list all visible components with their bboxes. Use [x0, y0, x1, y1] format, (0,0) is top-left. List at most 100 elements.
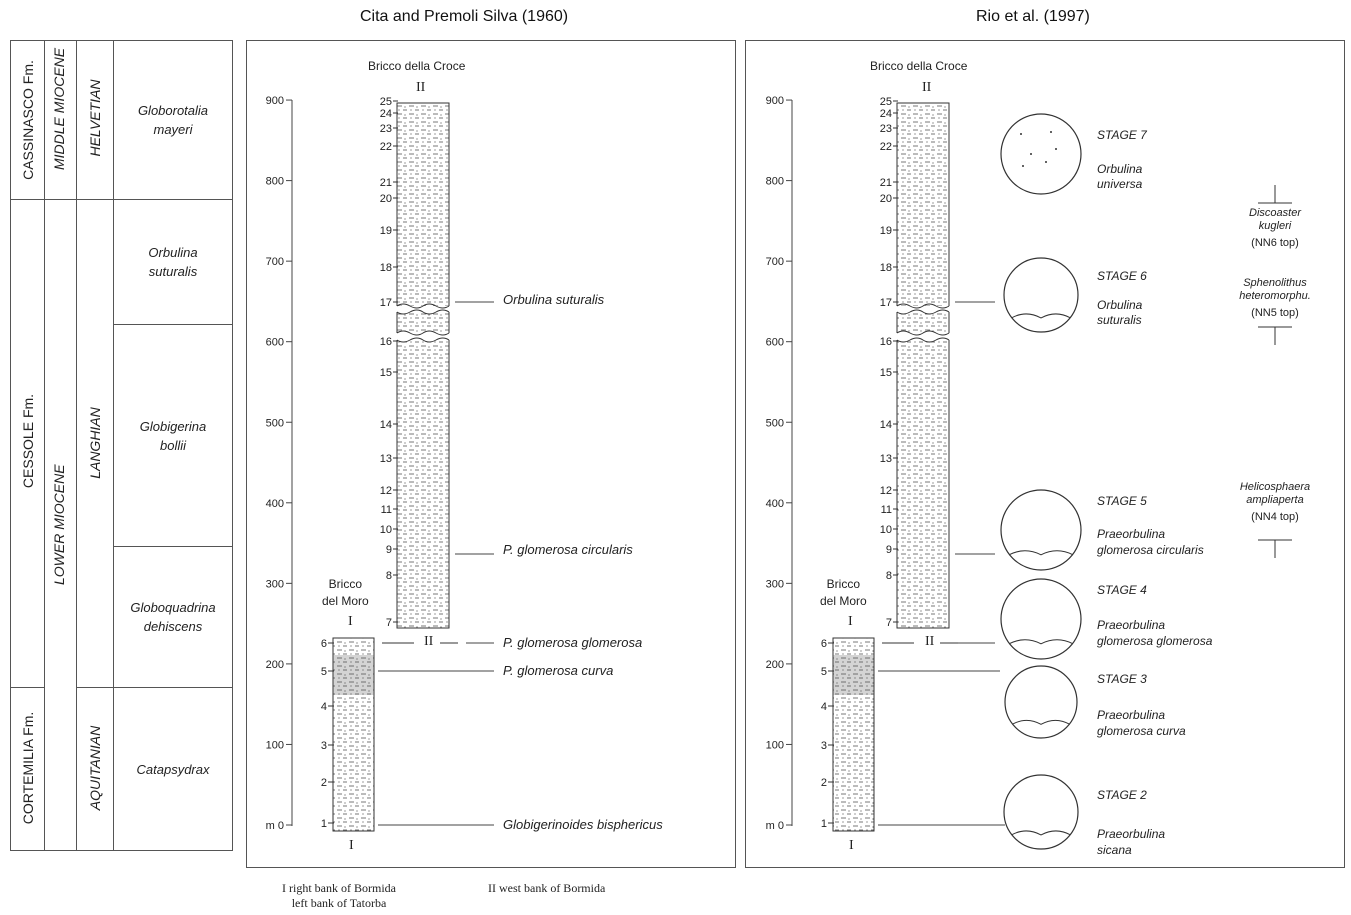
upper-column-right: [896, 102, 950, 629]
sample-label-upper-right: 17: [880, 297, 892, 309]
sample-label-lower-left: 5: [321, 666, 327, 678]
sample-label-upper-left: 9: [386, 544, 392, 556]
sample-label-upper-right: 9: [886, 544, 892, 556]
scale-tick-label-right: 700: [766, 256, 784, 268]
sample-label-upper-right: 21: [880, 177, 892, 189]
sample-label-upper-right: 25: [880, 96, 892, 108]
scale-tick-label-left: 800: [266, 176, 284, 188]
scale-tick-label-right: 400: [766, 498, 784, 510]
column-gap-right: [896, 333, 950, 340]
foram-stage-3-apertures: [1011, 719, 1071, 725]
foram-stage-7-pore: [1050, 131, 1052, 133]
stage-4-taxon: Praeorbulina glomerosa glomerosa: [1097, 618, 1213, 648]
sample-label-upper-left: 24: [380, 108, 392, 120]
scale-tick-label-right: 600: [766, 337, 784, 349]
sample-label-upper-right: 12: [880, 485, 892, 497]
sample-label-lower-right: 4: [821, 701, 827, 713]
break-line-left: [396, 303, 450, 309]
sample-label-upper-right: 19: [880, 225, 892, 237]
sample-label-lower-left: 6: [321, 638, 327, 650]
foram-stage-6-apertures: [1011, 313, 1071, 319]
sample-label-upper-right: 13: [880, 453, 892, 465]
sample-label-upper-right: 23: [880, 123, 892, 135]
foram-stage-4-apertures: [1008, 639, 1074, 645]
upper-mark-left: II: [416, 80, 426, 95]
column-gap-left: [396, 333, 450, 340]
lower-column-dark-band-right: [833, 655, 874, 695]
sample-label-lower-right: 3: [821, 740, 827, 752]
contact-mark-right: II: [925, 634, 935, 649]
break-line-left: [396, 309, 450, 315]
strat-table-frame: [10, 40, 233, 851]
foram-stage-7-pore: [1022, 165, 1024, 167]
scale-tick-label-right: 800: [766, 176, 784, 188]
sample-label-lower-left: 1: [321, 818, 327, 830]
sample-label-upper-left: 13: [380, 453, 392, 465]
event-globigerinoides-bisphericus: Globigerinoides bisphericus: [503, 817, 663, 832]
sample-label-lower-left: 4: [321, 701, 327, 713]
sample-label-lower-right: 6: [821, 638, 827, 650]
sample-label-upper-left: 18: [380, 262, 392, 274]
foram-stage-6: [1003, 257, 1079, 333]
stage-6-taxon: Orbulina suturalis: [1097, 298, 1143, 327]
lower-column-right: [832, 637, 875, 832]
foram-stage-7-pore: [1030, 153, 1032, 155]
sample-label-upper-right: 18: [880, 262, 892, 274]
foram-stage-2-apertures: [1011, 830, 1071, 836]
foram-stage-5: [1000, 489, 1082, 571]
sample-label-upper-right: 20: [880, 193, 892, 205]
lower-mark-bottom-left: I: [349, 838, 354, 853]
stage-7-taxon: Orbulina universa: [1097, 162, 1143, 191]
lower-column-left: [332, 637, 375, 832]
sample-label-upper-left: 20: [380, 193, 392, 205]
scale-tick-label-left: 500: [266, 417, 284, 429]
sample-label-upper-left: 23: [380, 123, 392, 135]
section-upper-title-left: Bricco della Croce: [368, 59, 466, 73]
sample-label-upper-left: 14: [380, 419, 392, 431]
sample-label-lower-right: 2: [821, 777, 827, 789]
scale-tick-label-left: 300: [266, 578, 284, 590]
lower-mark-bottom-right: I: [849, 838, 854, 853]
scale-tick-label-right: 200: [766, 659, 784, 671]
foram-stage-4: [1000, 578, 1082, 660]
stage-5-taxon: Praeorbulina glomerosa circularis: [1097, 527, 1204, 557]
sample-label-upper-left: 11: [381, 504, 392, 516]
column-gap-left: [396, 306, 450, 312]
scale-tick-label-left: m 0: [266, 820, 284, 832]
sample-label-lower-right: 5: [821, 666, 827, 678]
column-gap-right: [896, 306, 950, 312]
foram-stage-5-apertures: [1008, 550, 1074, 556]
sample-label-upper-left: 8: [386, 570, 392, 582]
footnote-one: I right bank of Bormida left bank of Tat…: [282, 881, 396, 910]
sample-label-upper-right: 10: [880, 524, 892, 536]
break-line-left: [396, 337, 450, 343]
foram-stage-2: [1003, 774, 1079, 850]
sample-label-lower-right: 1: [821, 818, 827, 830]
foram-stage-3: [1004, 665, 1078, 739]
sample-label-lower-left: 2: [321, 777, 327, 789]
right-panel-title: Rio et al. (1997): [976, 8, 1090, 25]
nanno-discoaster-note: (NN6 top): [1251, 237, 1299, 249]
sample-label-upper-right: 24: [880, 108, 892, 120]
sample-label-upper-right: 22: [880, 141, 892, 153]
event-p-glomerosa-curva: P. glomerosa curva: [503, 663, 614, 678]
break-line-right: [896, 330, 950, 336]
stage-3-label: STAGE 3: [1097, 672, 1147, 686]
stage-4-label: STAGE 4: [1097, 583, 1147, 597]
scale-tick-label-left: 600: [266, 337, 284, 349]
nanno-helicosphaera-note: (NN4 top): [1251, 511, 1299, 523]
scale-tick-label-right: 900: [766, 95, 784, 107]
sample-label-upper-left: 12: [380, 485, 392, 497]
sample-label-upper-left: 25: [380, 96, 392, 108]
nanno-sphenolithus-note: (NN5 top): [1251, 307, 1299, 319]
lower-mark-top-right: I: [848, 614, 853, 629]
stage-3-taxon: Praeorbulina glomerosa curva: [1097, 708, 1186, 738]
sample-label-upper-left: 19: [380, 225, 392, 237]
stage-5-label: STAGE 5: [1097, 494, 1147, 508]
sample-label-upper-right: 11: [881, 504, 892, 516]
sample-label-upper-left: 22: [380, 141, 392, 153]
stage-2-label: STAGE 2: [1097, 788, 1147, 802]
stage-2-taxon: Praeorbulina sicana: [1097, 827, 1166, 857]
scale-tick-label-right: 300: [766, 578, 784, 590]
